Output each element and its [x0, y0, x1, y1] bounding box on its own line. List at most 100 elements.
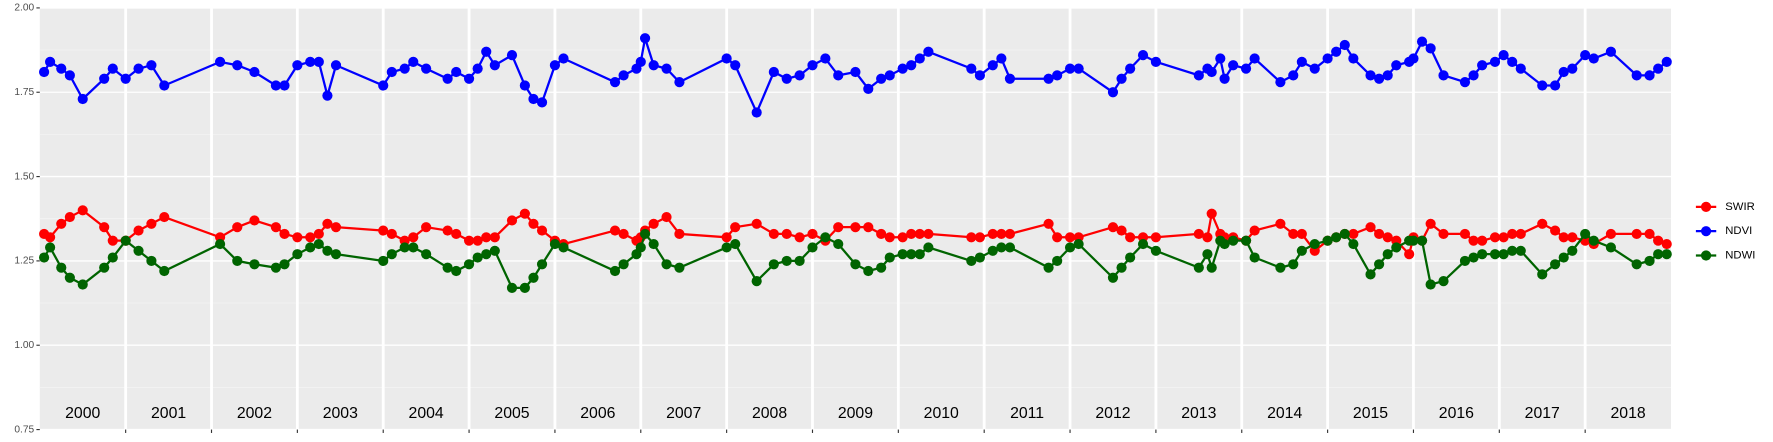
- point: [1477, 249, 1488, 260]
- point: [1425, 279, 1436, 290]
- point: [451, 228, 462, 240]
- point: [1580, 228, 1591, 240]
- point: [1567, 63, 1578, 74]
- point: [966, 232, 977, 243]
- point: [863, 83, 874, 94]
- point: [906, 228, 917, 240]
- point: [1537, 269, 1548, 280]
- point: [378, 255, 389, 266]
- point: [850, 66, 861, 78]
- y-tick-label: 1.25: [14, 256, 34, 267]
- point: [1468, 235, 1479, 246]
- x-tick-label: 2002: [237, 405, 272, 422]
- point: [807, 242, 818, 253]
- point: [781, 255, 792, 266]
- legend-label: SWIR: [1725, 201, 1755, 213]
- legend-key-point: [1700, 226, 1712, 237]
- point: [558, 242, 569, 253]
- point: [292, 60, 303, 71]
- point: [863, 222, 874, 233]
- point: [1631, 259, 1642, 270]
- point: [421, 249, 432, 260]
- point: [923, 242, 934, 253]
- point: [1052, 232, 1063, 243]
- point: [1043, 218, 1054, 229]
- point: [249, 215, 260, 226]
- point: [506, 282, 518, 293]
- point: [1605, 228, 1617, 240]
- point: [1004, 242, 1016, 253]
- point: [519, 282, 530, 293]
- point: [1125, 252, 1136, 263]
- point: [1550, 259, 1561, 270]
- point: [45, 242, 56, 253]
- point: [1125, 232, 1136, 243]
- point: [974, 252, 985, 263]
- point: [1416, 36, 1428, 47]
- point: [1644, 255, 1655, 266]
- point: [305, 242, 316, 253]
- point: [463, 259, 475, 270]
- point: [45, 56, 56, 67]
- point: [120, 235, 131, 246]
- point: [1107, 272, 1119, 283]
- point: [1004, 228, 1016, 240]
- point: [923, 228, 934, 240]
- x-tick-label: 2001: [151, 405, 186, 422]
- point: [549, 60, 561, 71]
- y-tick-label: 1.50: [14, 171, 34, 182]
- point: [1515, 228, 1526, 240]
- point: [897, 63, 908, 74]
- point: [906, 60, 917, 71]
- x-tick-label: 2000: [65, 405, 100, 422]
- point: [1288, 259, 1299, 270]
- legend-label: NDWI: [1725, 249, 1755, 261]
- point: [1391, 242, 1402, 253]
- point: [1150, 56, 1161, 67]
- point: [1489, 56, 1501, 67]
- point: [1339, 39, 1350, 51]
- point: [39, 252, 50, 263]
- point: [618, 228, 629, 240]
- point: [1322, 235, 1333, 246]
- point: [661, 259, 672, 270]
- point: [807, 60, 818, 71]
- point: [270, 262, 281, 273]
- point: [863, 265, 874, 277]
- point: [528, 93, 539, 105]
- point: [279, 228, 290, 240]
- y-tick-label: 2.00: [14, 3, 34, 14]
- point: [996, 53, 1007, 64]
- point: [451, 66, 462, 78]
- point: [249, 259, 260, 270]
- point: [386, 228, 397, 240]
- point: [1004, 73, 1016, 84]
- point: [1064, 63, 1076, 74]
- point: [99, 222, 110, 233]
- point: [1468, 70, 1479, 81]
- point: [463, 235, 475, 246]
- point: [1408, 53, 1419, 64]
- point: [1374, 73, 1385, 84]
- y-tick-label: 0.75: [14, 424, 34, 435]
- point: [528, 218, 539, 229]
- point: [1382, 249, 1393, 260]
- point: [1116, 225, 1127, 236]
- point: [159, 211, 170, 223]
- point: [794, 255, 805, 266]
- point: [146, 60, 157, 71]
- point: [1296, 228, 1307, 240]
- point: [1408, 235, 1419, 246]
- point: [279, 80, 290, 91]
- point: [609, 225, 621, 236]
- point: [1588, 235, 1599, 246]
- point: [1653, 63, 1664, 74]
- point: [489, 245, 500, 256]
- point: [215, 56, 226, 67]
- point: [1661, 56, 1672, 67]
- point: [292, 232, 303, 243]
- point: [472, 235, 483, 246]
- point: [1365, 269, 1376, 280]
- point: [1489, 249, 1501, 260]
- point: [1064, 242, 1076, 253]
